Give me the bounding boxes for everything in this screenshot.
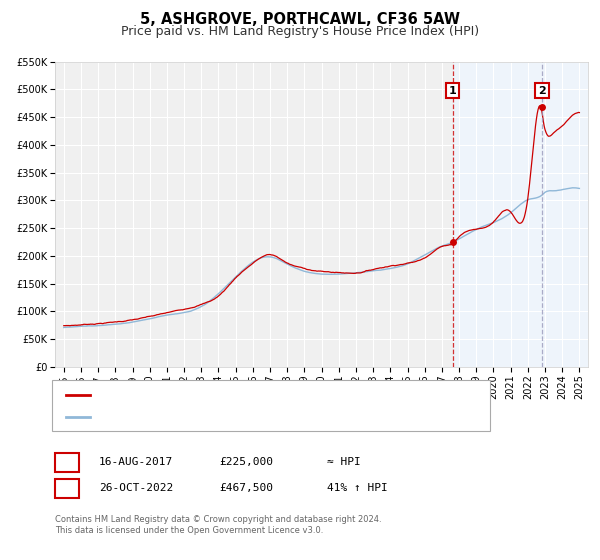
Text: 1: 1 xyxy=(64,457,71,467)
Text: ≈ HPI: ≈ HPI xyxy=(327,457,361,467)
Text: £225,000: £225,000 xyxy=(219,457,273,467)
Text: Contains HM Land Registry data © Crown copyright and database right 2024.: Contains HM Land Registry data © Crown c… xyxy=(55,515,382,524)
Text: 2: 2 xyxy=(538,86,546,96)
Text: £467,500: £467,500 xyxy=(219,483,273,493)
Text: HPI: Average price, detached house, Bridgend: HPI: Average price, detached house, Brid… xyxy=(96,412,336,422)
Text: 5, ASHGROVE, PORTHCAWL, CF36 5AW: 5, ASHGROVE, PORTHCAWL, CF36 5AW xyxy=(140,12,460,26)
Text: 5, ASHGROVE, PORTHCAWL, CF36 5AW (detached house): 5, ASHGROVE, PORTHCAWL, CF36 5AW (detach… xyxy=(96,390,394,400)
Text: 41% ↑ HPI: 41% ↑ HPI xyxy=(327,483,388,493)
Text: 26-OCT-2022: 26-OCT-2022 xyxy=(99,483,173,493)
Text: 2: 2 xyxy=(64,483,71,493)
Bar xyxy=(452,62,588,367)
Text: 16-AUG-2017: 16-AUG-2017 xyxy=(99,457,173,467)
Text: 1: 1 xyxy=(449,86,457,96)
Text: Price paid vs. HM Land Registry's House Price Index (HPI): Price paid vs. HM Land Registry's House … xyxy=(121,25,479,38)
Text: This data is licensed under the Open Government Licence v3.0.: This data is licensed under the Open Gov… xyxy=(55,526,323,535)
